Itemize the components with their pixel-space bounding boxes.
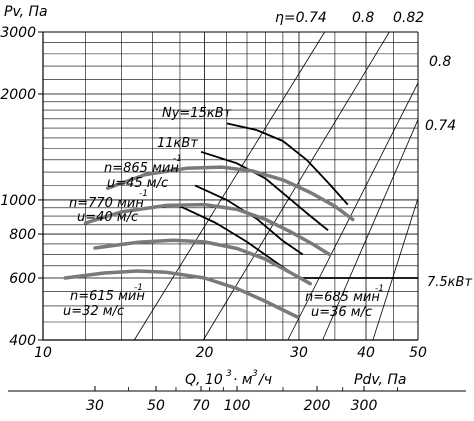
y-tick-label-5: 3000 xyxy=(0,25,36,41)
curve-label-770-exp: -1 xyxy=(139,189,148,199)
power-line-2 xyxy=(194,184,304,256)
curve-label-770-n: n=770 мин xyxy=(69,196,144,211)
eff-label-074: η=0.74 xyxy=(275,10,327,26)
y-tick-label-1: 600 xyxy=(9,271,36,287)
curve-label-865-n: n=865 мин xyxy=(104,161,179,176)
pdv-axis-label: Pdv, Па xyxy=(354,372,406,388)
curve-label-615-n: n=615 мин xyxy=(70,289,145,304)
y-tick-label-2: 800 xyxy=(9,227,36,243)
power-lines xyxy=(179,122,418,279)
curve-label-615-u: u=32 м/с xyxy=(63,304,124,319)
curve-label-615-exp: -1 xyxy=(134,283,143,293)
curve-label-685-u: u=36 м/с xyxy=(311,305,372,320)
efficiency-line-4 xyxy=(372,198,419,341)
curve-label-770-u: u=40 м/с xyxy=(77,210,138,225)
eff-label-08: 0.8 xyxy=(352,10,374,26)
x-axis-label-exp1: 3 xyxy=(226,369,232,379)
fan-curve-0 xyxy=(105,165,355,222)
power-line-3 xyxy=(179,205,418,279)
curve-label-685-n: n=685 мин xyxy=(305,290,380,305)
fan-curve-2 xyxy=(93,238,313,286)
pdv-tick-label-5: 300 xyxy=(351,398,378,414)
y-tick-label-4: 2000 xyxy=(0,87,36,103)
fan-curve-1 xyxy=(83,202,332,257)
power-line-1 xyxy=(200,150,329,232)
x-axis-label-exp2: 3 xyxy=(252,369,258,379)
efficiency-line-3 xyxy=(322,119,419,341)
fan-curve-3 xyxy=(63,269,300,319)
fan-curves xyxy=(63,165,355,319)
curve-label-865-exp: -1 xyxy=(173,154,182,164)
efficiency-line-2 xyxy=(287,82,419,341)
power-label-7-5: 7.5кВт xyxy=(427,275,472,290)
tick-labels: 400 600 800 1000 2000 3000 10 20 30 40 50 30 50 70 100… xyxy=(0,25,427,414)
x-axis-label-q: Q, 10 xyxy=(185,372,223,388)
curve-label-865-u: u=45 м/с xyxy=(107,176,168,191)
x-axis-label-h: /ч xyxy=(257,372,272,388)
power-label-11: 11кВт xyxy=(157,136,198,151)
power-label-15: Ny=15кВт xyxy=(162,106,232,121)
x-tick-label-2: 30 xyxy=(290,345,308,361)
power-line-0 xyxy=(226,122,349,206)
x-tick-label-1: 20 xyxy=(196,345,214,361)
pdv-tick-label-0: 30 xyxy=(86,398,104,414)
x-tick-label-3: 40 xyxy=(357,345,375,361)
x-axis-label-m: · м xyxy=(233,372,253,388)
y-axis-label: Pv, Па xyxy=(4,4,48,20)
pdv-tick-label-3: 100 xyxy=(224,398,251,414)
eff-label-08-right: 0.8 xyxy=(429,54,451,70)
y-tick-label-0: 400 xyxy=(9,333,36,349)
pdv-tick-label-1: 50 xyxy=(147,398,165,414)
y-tick-label-3: 1000 xyxy=(0,193,36,209)
eff-label-082: 0.82 xyxy=(393,10,424,26)
x-tick-label-4: 50 xyxy=(409,345,427,361)
curve-label-685-exp: -1 xyxy=(375,284,384,294)
efficiency-line-0 xyxy=(133,31,326,341)
x-tick-label-0: 10 xyxy=(34,345,52,361)
x-axis-label: Q, 10 3 · м 3 /ч xyxy=(185,369,272,388)
eff-label-074-right: 0.74 xyxy=(425,118,456,134)
pdv-tick-label-4: 200 xyxy=(304,398,331,414)
pdv-tick-label-2: 70 xyxy=(192,398,210,414)
